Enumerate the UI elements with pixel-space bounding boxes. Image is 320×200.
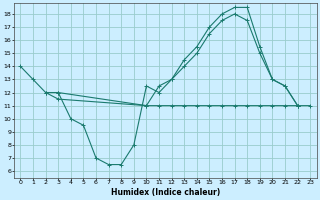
X-axis label: Humidex (Indice chaleur): Humidex (Indice chaleur) — [111, 188, 220, 197]
